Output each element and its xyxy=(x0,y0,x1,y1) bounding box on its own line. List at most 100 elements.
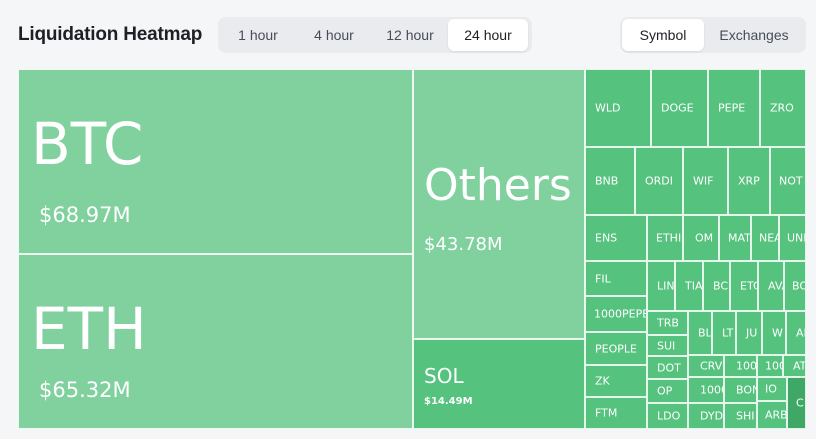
tile-symbol: IO xyxy=(765,382,777,396)
tile-symbol: ZRO xyxy=(770,101,794,115)
tile-symbol: ETC xyxy=(740,279,757,293)
tab-4-hour[interactable]: 4 hour xyxy=(314,27,354,43)
tile-w[interactable]: W xyxy=(762,311,786,355)
tile-ju[interactable]: JU xyxy=(736,311,762,355)
tile-symbol: ZK xyxy=(595,374,610,388)
tile-lin[interactable]: LIN xyxy=(647,261,675,311)
liquidation-heatmap: BTC $68.97M ETH $65.32M Others $43.78M S… xyxy=(18,69,806,429)
tile-bnb[interactable]: BNB xyxy=(585,147,635,215)
tile-symbol: AI xyxy=(796,326,806,340)
tab-24-hour[interactable]: 24 hour xyxy=(448,19,528,51)
tile-bon[interactable]: BON xyxy=(724,377,757,403)
tile-symbol: DYD xyxy=(700,409,724,423)
tile-symbol: BC xyxy=(713,279,729,293)
tile-symbol: ETH xyxy=(31,295,147,363)
tile-c[interactable]: C xyxy=(787,377,806,429)
tile-symbol: NOT xyxy=(779,174,803,188)
tile-symbol: OP xyxy=(657,384,673,398)
tile-symbol: AVA xyxy=(768,279,783,293)
tile-om[interactable]: OM xyxy=(683,215,719,261)
tile-1000pepe[interactable]: 1000PEPE xyxy=(585,296,647,332)
tile-symbol: LIN xyxy=(657,279,675,293)
tile-eth[interactable]: ETH $65.32M xyxy=(18,254,413,429)
tile-symbol: XRP xyxy=(738,174,760,188)
tile-dyd[interactable]: DYD xyxy=(688,403,724,429)
tile-zk[interactable]: ZK xyxy=(585,365,647,397)
tile-ai[interactable]: AI xyxy=(786,311,806,355)
tile-sol[interactable]: SOL $14.49M xyxy=(413,339,585,429)
tile-others[interactable]: Others $43.78M xyxy=(413,69,585,339)
tile-1000-c[interactable]: 1000 xyxy=(688,377,724,403)
tab-exchanges[interactable]: Exchanges xyxy=(719,27,789,43)
tile-at[interactable]: AT xyxy=(783,355,806,377)
tile-symbol: SOL xyxy=(424,364,464,388)
tile-symbol: ORDI xyxy=(645,174,674,188)
tile-bc[interactable]: BC xyxy=(703,261,730,311)
tile-value: $68.97M xyxy=(39,203,131,227)
tile-symbol: BNB xyxy=(595,174,619,188)
tile-wld[interactable]: WLD xyxy=(585,69,651,147)
tab-symbol[interactable]: Symbol xyxy=(622,19,704,51)
tile-1000-b[interactable]: 1000 xyxy=(757,355,783,377)
tile-crv[interactable]: CRV xyxy=(688,355,724,377)
tile-not[interactable]: NOT xyxy=(770,147,806,215)
tile-fil[interactable]: FIL xyxy=(585,261,647,296)
page-title: Liquidation Heatmap xyxy=(18,24,203,45)
header: Liquidation Heatmap 1 hour 4 hour 12 hou… xyxy=(0,0,816,70)
tile-symbol: W xyxy=(772,326,783,340)
tile-symbol: LDO xyxy=(657,409,681,423)
tile-dot[interactable]: DOT xyxy=(647,356,688,379)
tile-symbol: UNI xyxy=(787,231,806,245)
tile-ftm[interactable]: FTM xyxy=(585,397,647,429)
tile-symbol: MAT xyxy=(728,231,751,245)
tile-etc[interactable]: ETC xyxy=(730,261,758,311)
tile-symbol: FIL xyxy=(595,272,611,285)
tile-symbol: BTC xyxy=(31,110,144,178)
tile-symbol: FTM xyxy=(595,406,618,420)
tile-sui[interactable]: SUI xyxy=(647,335,688,356)
tile-arb[interactable]: ARB xyxy=(757,401,787,429)
tile-pepe[interactable]: PEPE xyxy=(708,69,760,147)
tab-1-hour[interactable]: 1 hour xyxy=(238,27,278,43)
tile-ldo[interactable]: LDO xyxy=(647,403,688,429)
tab-12-hour[interactable]: 12 hour xyxy=(386,27,434,43)
tile-trb[interactable]: TRB xyxy=(647,311,688,335)
tile-shi[interactable]: SHI xyxy=(724,403,757,429)
tile-op[interactable]: OP xyxy=(647,379,688,403)
tile-value: $43.78M xyxy=(424,234,503,255)
tile-symbol: LT xyxy=(722,326,734,340)
tile-symbol: 1000PEPE xyxy=(594,307,647,321)
tile-io[interactable]: IO xyxy=(757,377,787,401)
tile-mat[interactable]: MAT xyxy=(719,215,751,261)
tile-ordi[interactable]: ORDI xyxy=(635,147,683,215)
tile-xrp[interactable]: XRP xyxy=(728,147,770,215)
tile-1000-a[interactable]: 1000 xyxy=(724,355,757,377)
tile-symbol: AT xyxy=(793,359,806,373)
tile-uni[interactable]: UNI xyxy=(779,215,806,261)
tile-tia[interactable]: TIA xyxy=(675,261,703,311)
tile-zro[interactable]: ZRO xyxy=(760,69,806,147)
tile-lt[interactable]: LT xyxy=(712,311,736,355)
time-range-tabs: 1 hour 4 hour 12 hour 24 hour xyxy=(218,17,532,53)
tile-symbol: 1000 xyxy=(736,359,757,373)
tile-ethi[interactable]: ETHI xyxy=(647,215,683,261)
tile-bo[interactable]: BO xyxy=(784,261,806,311)
tile-people[interactable]: PEOPLE xyxy=(585,332,647,365)
tile-wif[interactable]: WIF xyxy=(683,147,728,215)
view-tabs: Symbol Exchanges xyxy=(620,17,806,53)
tile-ens[interactable]: ENS xyxy=(585,215,647,261)
tile-doge[interactable]: DOGE xyxy=(651,69,708,147)
tile-symbol: 1000 xyxy=(700,383,723,397)
tile-symbol: SUI xyxy=(657,339,676,352)
tile-symbol: TRB xyxy=(657,316,679,330)
tile-symbol: ARB xyxy=(765,408,787,422)
tile-symbol: Others xyxy=(424,160,572,211)
tile-value: $14.49M xyxy=(424,396,473,407)
tile-symbol: DOT xyxy=(657,361,681,374)
tile-symbol: JU xyxy=(746,326,758,340)
tile-ava[interactable]: AVA xyxy=(758,261,784,311)
tile-symbol: CRV xyxy=(700,359,723,373)
tile-btc[interactable]: BTC $68.97M xyxy=(18,69,413,254)
tile-nea[interactable]: NEA xyxy=(751,215,779,261)
tile-bl[interactable]: BL xyxy=(688,311,712,355)
